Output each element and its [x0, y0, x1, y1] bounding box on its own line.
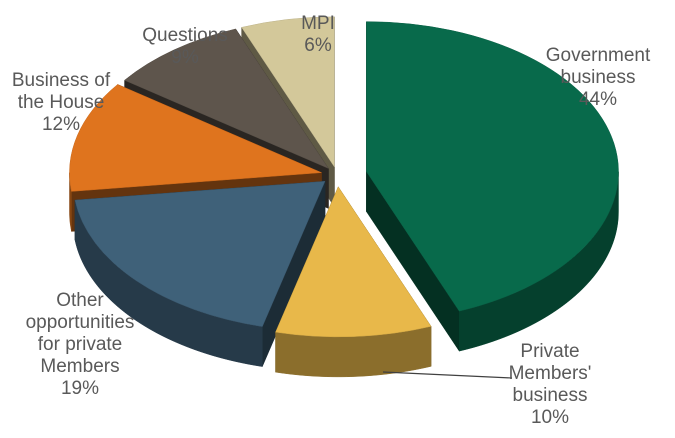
- slice-label-line: Questions: [142, 25, 228, 46]
- slice-label-line: Business of: [12, 70, 111, 91]
- pie-slice: [275, 186, 432, 378]
- slice-percent: 44%: [579, 89, 617, 110]
- slice-label: Questions 9%: [142, 25, 228, 68]
- slice-label-line: Other: [56, 290, 104, 311]
- slice-label: Government business 44%: [546, 45, 651, 110]
- slice-label-line: opportunities: [26, 312, 135, 333]
- slice-label-line: Members: [40, 356, 119, 377]
- pie-slice-top: [366, 21, 619, 312]
- slice-label-line: Private: [520, 341, 579, 362]
- slice-label-line: business: [513, 385, 588, 406]
- slice-label: Other opportunities for private Members 19%: [26, 290, 135, 399]
- pie-slice: [74, 181, 326, 367]
- pie-labels: Government business 44%Private Members' busi…: [12, 13, 651, 428]
- pie-slice-top: [275, 186, 432, 338]
- slice-label: MPI 6%: [301, 13, 335, 56]
- slice-label-line: business: [561, 67, 636, 88]
- slice-percent: 19%: [61, 378, 99, 399]
- slice-label-line: Members': [509, 363, 592, 384]
- slice-label-line: the House: [18, 92, 105, 113]
- leader-line: [382, 371, 513, 379]
- slice-percent: 12%: [42, 114, 80, 135]
- slice-percent: 6%: [304, 35, 332, 56]
- pie-slice-top: [69, 84, 322, 192]
- pie-slice-top: [74, 181, 326, 327]
- pie-slices: [69, 16, 619, 378]
- slice-label-line: MPI: [301, 13, 335, 34]
- slice-label: Business of the House 12%: [12, 70, 111, 135]
- pie-slice: [366, 21, 619, 352]
- pie-slice-top: [124, 28, 330, 169]
- slice-percent: 9%: [171, 47, 199, 68]
- slice-label-line: for private: [38, 334, 122, 355]
- slice-label: Private Members' business 10%: [509, 341, 592, 428]
- slice-label-line: Government: [546, 45, 651, 66]
- slice-percent: 10%: [531, 407, 569, 428]
- pie-slice-top: [241, 16, 335, 168]
